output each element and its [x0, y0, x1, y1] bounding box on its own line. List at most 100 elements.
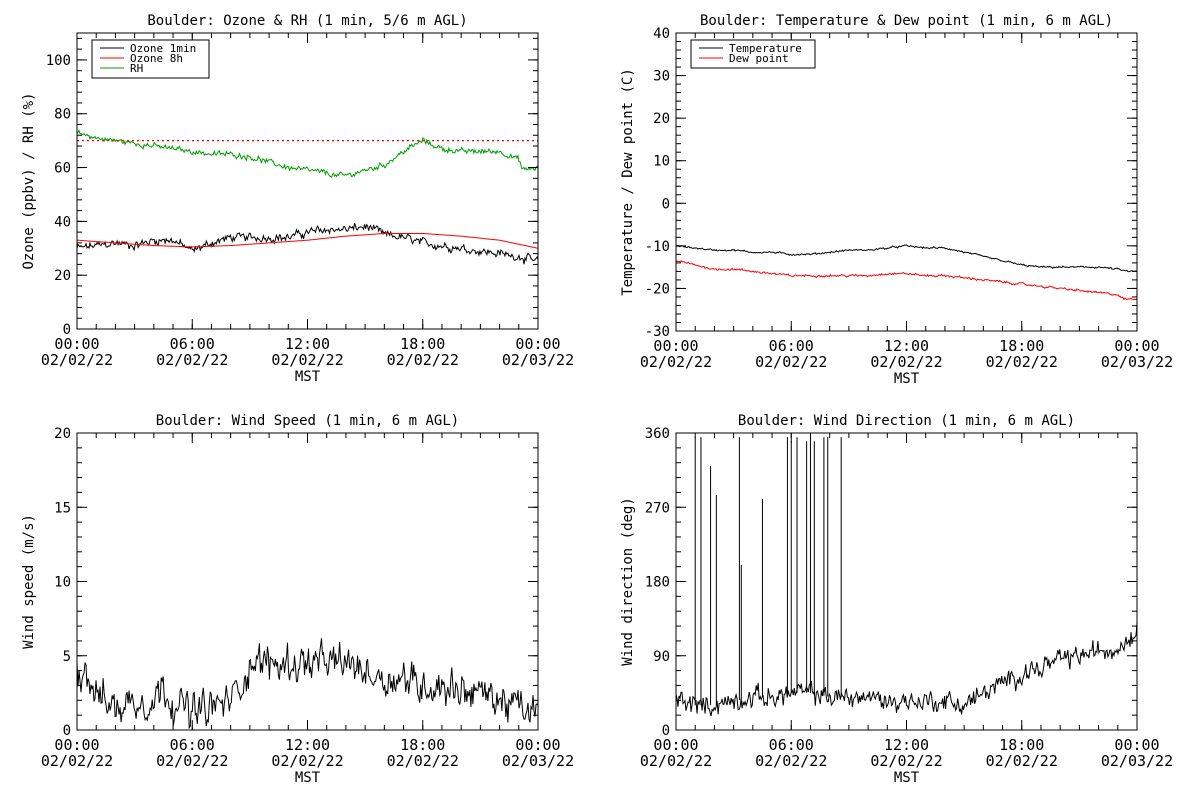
- x-tick-date-label: 02/02/22: [271, 752, 343, 770]
- chart-panel-1: Boulder: Ozone & RH (1 min, 5/6 m AGL)02…: [21, 13, 574, 385]
- x-tick-time-label: 12:00: [285, 736, 330, 754]
- x-tick-time-label: 06:00: [769, 337, 814, 355]
- y-tick-label: 90: [653, 649, 670, 665]
- y-tick-label: -10: [645, 239, 670, 255]
- chart-title: Boulder: Wind Direction (1 min, 6 m AGL): [738, 413, 1075, 429]
- x-tick-time-label: 00:00: [1114, 736, 1159, 754]
- legend-box: [690, 39, 816, 69]
- x-tick-date-label: 02/02/22: [640, 353, 712, 371]
- legend-label: Temperature: [729, 42, 802, 55]
- x-tick-date-label: 02/03/22: [1101, 752, 1173, 770]
- x-tick-date-label: 02/02/22: [870, 353, 942, 371]
- series-group: [77, 129, 538, 265]
- y-tick-label: 0: [662, 196, 670, 212]
- y-axis-label: Wind direction (deg): [620, 497, 636, 666]
- y-tick-label: -30: [645, 324, 670, 340]
- x-tick-time-label: 00:00: [515, 736, 560, 754]
- x-tick-date-label: 02/02/22: [755, 353, 827, 371]
- y-axis-label: Temperature / Dew point (C): [620, 68, 636, 296]
- y-tick-label: -20: [645, 281, 670, 297]
- chart-panel-4: Boulder: Wind Direction (1 min, 6 m AGL)…: [620, 413, 1173, 786]
- x-tick-date-label: 02/02/22: [640, 752, 712, 770]
- y-tick-label: 270: [645, 500, 670, 516]
- x-tick-time-label: 06:00: [170, 736, 215, 754]
- x-tick-date-label: 02/03/22: [1101, 353, 1173, 371]
- legend-label: Dew point: [729, 52, 789, 65]
- y-tick-label: 5: [63, 649, 71, 665]
- y-tick-label: 20: [54, 426, 71, 442]
- x-tick-date-label: 02/02/22: [986, 752, 1058, 770]
- chart-title: Boulder: Ozone & RH (1 min, 5/6 m AGL): [147, 13, 467, 29]
- chart-title: Boulder: Temperature & Dew point (1 min,…: [700, 13, 1113, 29]
- y-tick-label: 80: [54, 107, 71, 123]
- y-tick-label: 20: [54, 268, 71, 284]
- series-group: [676, 437, 1137, 717]
- chart-panel-2: Boulder: Temperature & Dew point (1 min,…: [620, 13, 1173, 387]
- x-tick-time-label: 00:00: [1114, 337, 1159, 355]
- y-tick-label: 180: [645, 575, 670, 591]
- legend-label: Ozone 8h: [130, 52, 183, 65]
- y-tick-label: 0: [63, 723, 71, 739]
- x-tick-date-label: 02/02/22: [156, 351, 228, 369]
- y-tick-label: 360: [645, 426, 670, 442]
- series-line-data: [676, 622, 1137, 717]
- x-tick-time-label: 18:00: [400, 335, 445, 353]
- y-tick-label: 0: [63, 322, 71, 338]
- x-tick-time-label: 12:00: [884, 736, 929, 754]
- y-tick-label: 60: [54, 161, 71, 177]
- x-tick-time-label: 12:00: [285, 335, 330, 353]
- x-axis-label: MST: [894, 371, 920, 387]
- series-line-temperature: [676, 244, 1137, 273]
- x-tick-time-label: 18:00: [999, 337, 1044, 355]
- legend-label: Ozone 1min: [130, 42, 196, 55]
- x-axis-label: MST: [295, 770, 321, 786]
- series-line-ozone-1min: [77, 223, 538, 265]
- series-line-rh: [77, 129, 538, 179]
- plot-frame: [675, 32, 1138, 332]
- y-tick-label: 40: [54, 214, 71, 230]
- x-tick-time-label: 00:00: [653, 736, 698, 754]
- y-axis-label: Ozone (ppbv) / RH (%): [21, 92, 37, 269]
- legend-label: RH: [130, 62, 143, 75]
- x-tick-time-label: 00:00: [515, 335, 560, 353]
- y-tick-label: 100: [46, 53, 71, 69]
- x-tick-time-label: 06:00: [769, 736, 814, 754]
- x-tick-date-label: 02/03/22: [502, 351, 574, 369]
- x-tick-time-label: 00:00: [54, 335, 99, 353]
- chart-panel-3: Boulder: Wind Speed (1 min, 6 m AGL) 0 5 10…: [21, 413, 574, 786]
- x-tick-date-label: 02/02/22: [387, 752, 459, 770]
- y-tick-label: 10: [54, 575, 71, 591]
- x-tick-date-label: 02/02/22: [41, 351, 113, 369]
- y-tick-label: 10: [653, 154, 670, 170]
- series-line-ozone-8h: [77, 233, 538, 249]
- x-tick-time-label: 00:00: [54, 736, 99, 754]
- plot-frame: [675, 432, 1138, 731]
- x-tick-time-label: 00:00: [653, 337, 698, 355]
- x-tick-date-label: 02/03/22: [502, 752, 574, 770]
- plot-frame: [76, 432, 539, 731]
- x-axis-label: MST: [894, 770, 920, 786]
- y-axis-label: Wind speed (m/s): [21, 514, 37, 649]
- y-tick-label: 15: [54, 500, 71, 516]
- x-tick-time-label: 06:00: [170, 335, 215, 353]
- series-line-data: [77, 638, 538, 730]
- x-tick-date-label: 02/02/22: [755, 752, 827, 770]
- x-tick-date-label: 02/02/22: [986, 353, 1058, 371]
- x-tick-time-label: 18:00: [999, 736, 1044, 754]
- x-tick-date-label: 02/02/22: [156, 752, 228, 770]
- x-tick-date-label: 02/02/22: [870, 752, 942, 770]
- x-tick-date-label: 02/02/22: [271, 351, 343, 369]
- x-tick-date-label: 02/02/22: [387, 351, 459, 369]
- chart-title: Boulder: Wind Speed (1 min, 6 m AGL): [156, 413, 459, 429]
- x-tick-date-label: 02/02/22: [41, 752, 113, 770]
- y-tick-label: 40: [653, 26, 670, 42]
- series-group: [77, 638, 538, 730]
- series-line-dew-point: [676, 260, 1137, 301]
- x-axis-label: MST: [295, 369, 321, 385]
- x-tick-time-label: 12:00: [884, 337, 929, 355]
- y-tick-label: 0: [662, 723, 670, 739]
- series-group: [676, 244, 1137, 301]
- legend-box: [91, 39, 210, 79]
- x-tick-time-label: 18:00: [400, 736, 445, 754]
